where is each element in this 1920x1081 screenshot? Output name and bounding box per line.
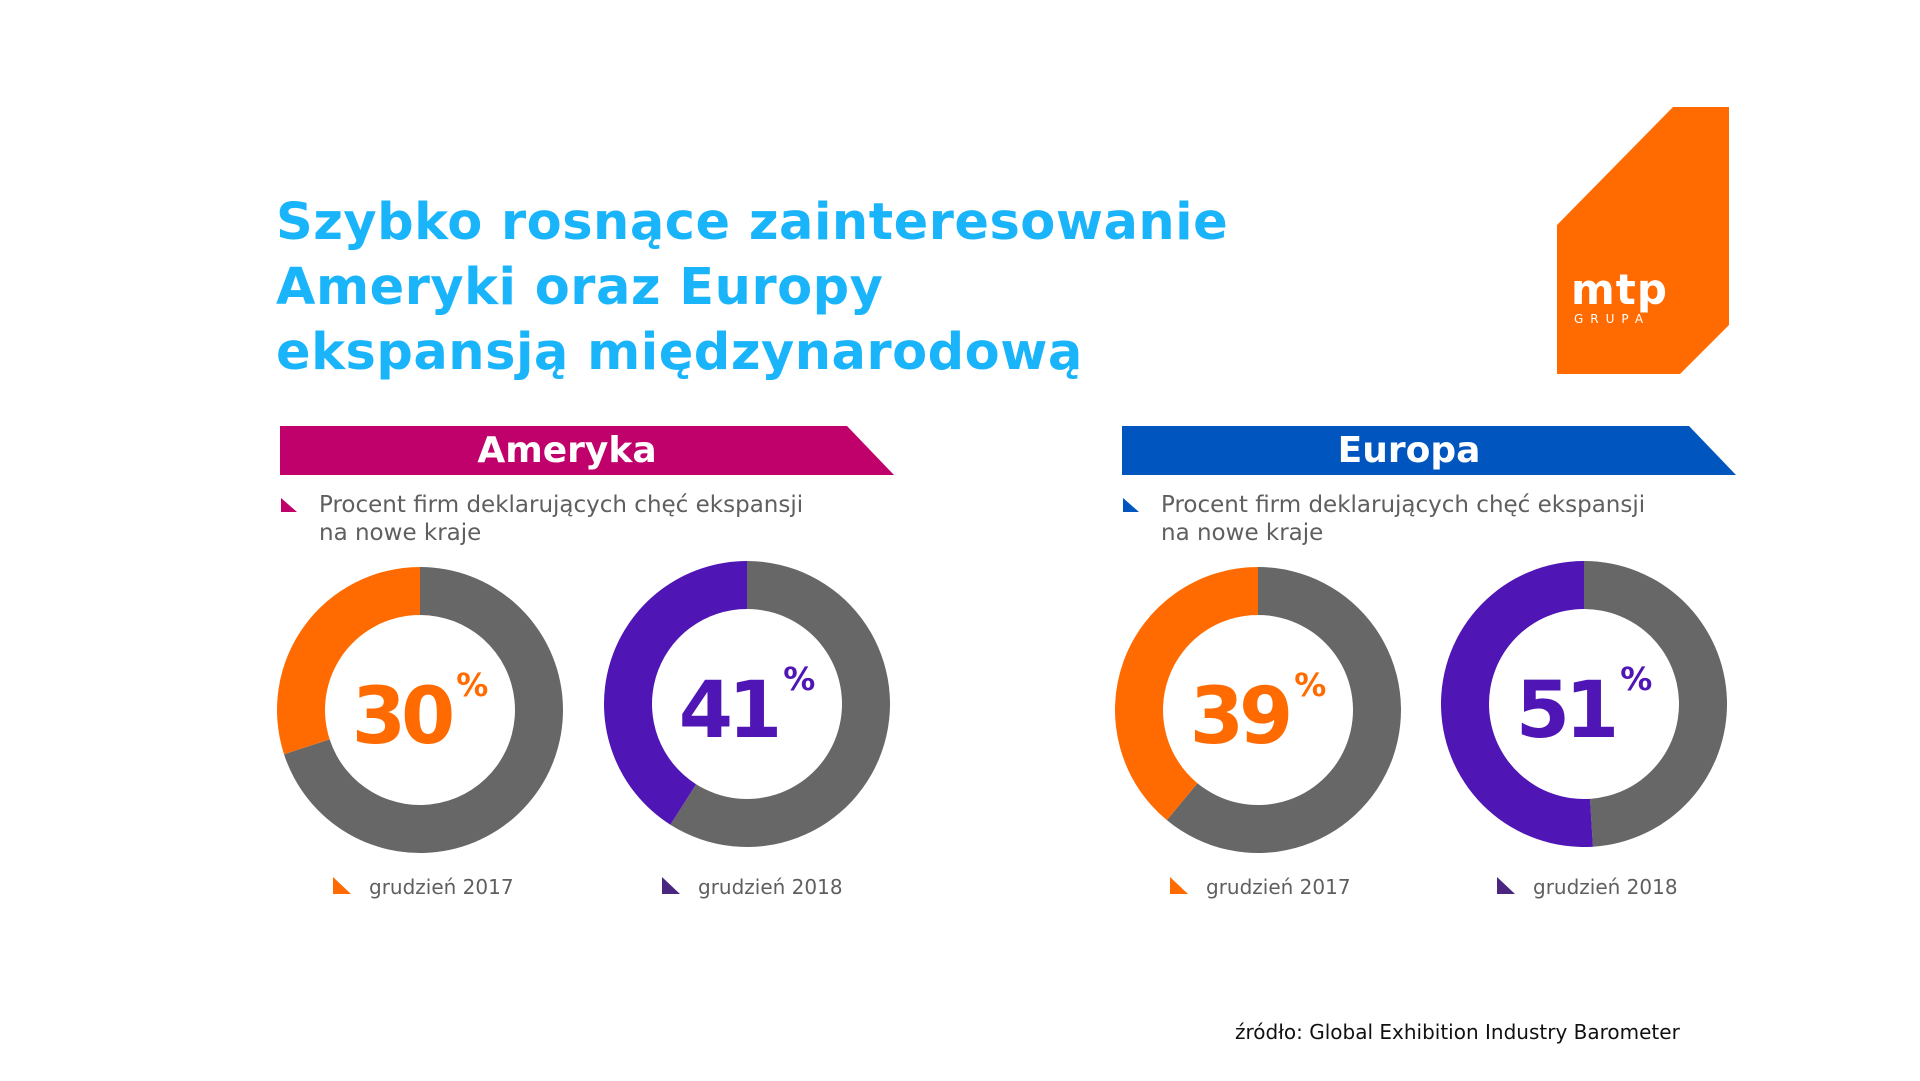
triangle-marker-icon <box>662 877 680 894</box>
donut-value-segment <box>604 561 747 825</box>
title-line-3: ekspansją międzynarodową <box>276 323 1083 382</box>
donut-unit: % <box>783 660 816 698</box>
legend-label: grudzień 2018 <box>698 875 843 899</box>
donut-remainder-segment <box>1584 561 1727 847</box>
triangle-marker-icon <box>333 877 351 894</box>
banner-shape-icon <box>280 426 894 475</box>
triangle-marker-icon <box>1123 498 1139 512</box>
logo-wordmark: mtp <box>1571 265 1668 314</box>
donut-chart-svg <box>1115 567 1401 853</box>
legend-label: grudzień 2018 <box>1533 875 1678 899</box>
donut-value: 39 <box>1189 672 1294 762</box>
legend-label: grudzień 2017 <box>1206 875 1351 899</box>
america-subtitle-line-2: na nowe kraje <box>319 520 482 546</box>
donut-unit: % <box>1294 666 1327 704</box>
america-banner: Ameryka <box>280 426 894 475</box>
donut-chart-svg <box>277 567 563 853</box>
triangle-marker-icon <box>1497 877 1515 894</box>
donut-unit: % <box>456 666 489 704</box>
donut-america-2017: 30 % <box>275 565 565 855</box>
banner-shape-icon <box>1122 426 1736 475</box>
europe-banner-label: Europa <box>1337 430 1481 471</box>
europe-subtitle-line-2: na nowe kraje <box>1161 520 1324 546</box>
donut-value-segment <box>1115 567 1258 821</box>
donut-remainder-segment <box>1166 567 1401 853</box>
america-banner-label: Ameryka <box>477 430 657 471</box>
title-line-1: Szybko rosnące zainteresowanie <box>276 193 1229 252</box>
europe-subtitle-line-1: Procent firm deklarujących chęć ekspansj… <box>1161 492 1646 518</box>
donut-chart-svg <box>1440 561 1727 847</box>
donut-value-segment <box>1440 561 1593 847</box>
logo-subtext: GRUPA <box>1574 312 1651 326</box>
donut-europe-2018: 51 % <box>1439 559 1729 849</box>
donut-europe-2017: 39 % <box>1113 565 1403 855</box>
donut-unit: % <box>1620 660 1653 698</box>
source-note: źródło: Global Exhibition Industry Barom… <box>1235 1020 1680 1044</box>
triangle-marker-icon <box>281 498 297 512</box>
logo-shape-icon <box>1557 107 1729 374</box>
legend-label: grudzień 2017 <box>369 875 514 899</box>
donut-remainder-segment <box>670 561 890 847</box>
donut-value: 41 <box>678 666 783 756</box>
donut-value: 30 <box>351 672 456 762</box>
title-line-2: Ameryki oraz Europy <box>276 258 884 317</box>
mtp-logo: mtp GRUPA <box>1557 107 1729 374</box>
donut-value: 51 <box>1515 666 1620 756</box>
donut-chart-svg <box>604 561 890 847</box>
donut-value-segment <box>277 567 420 755</box>
donut-america-2018: 41 % <box>602 559 892 849</box>
donut-remainder-segment <box>283 567 563 853</box>
page-title: Szybko rosnące zainteresowanie Ameryki o… <box>276 190 1228 385</box>
america-subtitle-line-1: Procent firm deklarujących chęć ekspansj… <box>319 492 804 518</box>
triangle-marker-icon <box>1170 877 1188 894</box>
europe-banner: Europa <box>1122 426 1736 475</box>
